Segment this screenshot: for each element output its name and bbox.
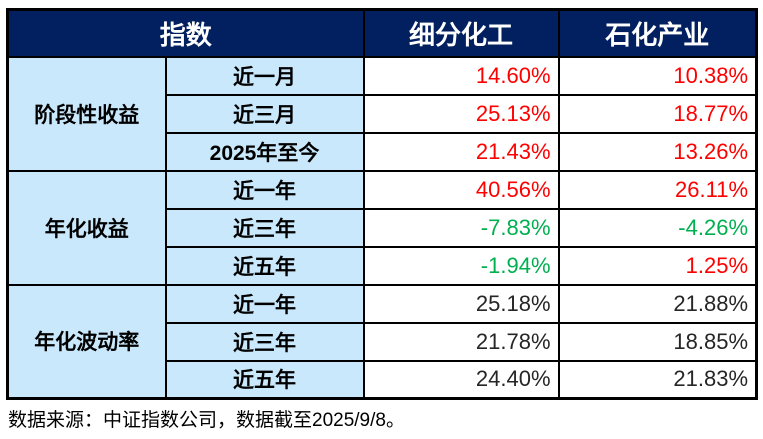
table-row: 2025年至今 21.43% 13.26% (8, 131, 758, 172)
index-performance-table: 指数 细分化工 石化产业 阶段性收益 近一月 14.60% 10.38% 近三月… (6, 8, 759, 400)
value-cell: 14.60% (362, 55, 560, 96)
period-cell: 近五年 (164, 245, 365, 286)
value-cell: -4.26% (557, 207, 758, 248)
value-cell: 21.83% (557, 359, 758, 400)
data-source-note: 数据来源：中证指数公司，数据截至2025/9/8。 (8, 409, 405, 431)
table-row: 近三月 25.13% 18.77% (8, 93, 758, 134)
value-cell: 25.13% (362, 93, 560, 134)
value-cell: 10.38% (557, 55, 758, 96)
value-cell: 40.56% (362, 169, 560, 210)
header-col-b: 石化产业 (557, 8, 758, 58)
table-header-row: 指数 细分化工 石化产业 (6, 8, 758, 58)
period-cell: 近三年 (164, 321, 365, 362)
period-cell: 近三月 (164, 93, 365, 134)
value-cell: -1.94% (362, 245, 560, 286)
value-cell: 25.18% (362, 283, 560, 324)
table-row: 阶段性收益 近一月 14.60% 10.38% (6, 55, 758, 172)
table-row: 年化波动率 近一年 25.18% 21.88% (6, 283, 758, 400)
table-row: 近五年 -1.94% 1.25% (8, 245, 758, 286)
period-cell: 近一年 (164, 169, 365, 210)
value-cell: 21.43% (362, 131, 560, 172)
header-index: 指数 (6, 8, 365, 58)
table-row: 年化收益 近一年 40.56% 26.11% (6, 169, 758, 286)
value-cell: 18.77% (557, 93, 758, 134)
value-cell: 21.88% (557, 283, 758, 324)
group-label-stage-return: 阶段性收益 (6, 55, 167, 172)
table-row: 近三年 -7.83% -4.26% (8, 207, 758, 248)
table-row: 近三年 21.78% 18.85% (8, 321, 758, 362)
period-cell: 近三年 (164, 207, 365, 248)
value-cell: 21.78% (362, 321, 560, 362)
period-cell: 近一年 (164, 283, 365, 324)
group-label-annualized-return: 年化收益 (6, 169, 167, 286)
value-cell: 24.40% (362, 359, 560, 400)
value-cell: 18.85% (557, 321, 758, 362)
period-cell: 近五年 (164, 359, 365, 400)
period-cell: 2025年至今 (164, 131, 365, 172)
value-cell: -7.83% (362, 207, 560, 248)
value-cell: 1.25% (557, 245, 758, 286)
header-col-a: 细分化工 (362, 8, 560, 58)
group-label-annualized-volatility: 年化波动率 (6, 283, 167, 400)
table-row: 近五年 24.40% 21.83% (8, 359, 758, 400)
period-cell: 近一月 (164, 55, 365, 96)
value-cell: 13.26% (557, 131, 758, 172)
value-cell: 26.11% (557, 169, 758, 210)
